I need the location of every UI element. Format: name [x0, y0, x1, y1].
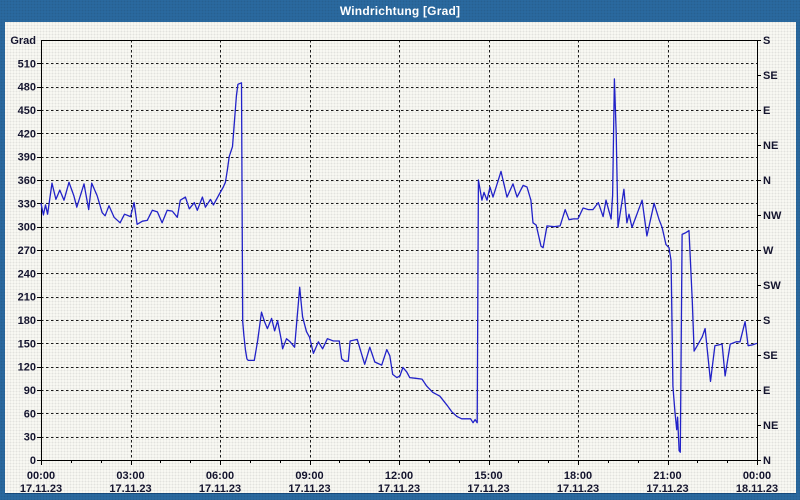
- x-time-label: 03:00: [116, 470, 144, 482]
- y-left-tick-label: 480: [18, 82, 36, 94]
- y-left-tick-label: 60: [24, 408, 36, 420]
- x-date-label: 17.11.23: [467, 483, 509, 495]
- compass-label: SE: [763, 350, 778, 362]
- y-left-tick-label: 450: [18, 105, 36, 117]
- x-time-label: 15:00: [474, 470, 502, 482]
- x-date-label: 17.11.23: [109, 483, 151, 495]
- x-date-label: 17.11.23: [20, 483, 62, 495]
- compass-label: S: [763, 315, 770, 327]
- y-left-tick-label: 510: [18, 58, 36, 70]
- y-left-tick-label: 90: [24, 385, 36, 397]
- y-axis-unit-label: Grad: [10, 35, 36, 47]
- wind-direction-line: [40, 78, 758, 453]
- y-left-tick-label: 210: [18, 292, 36, 304]
- y-left-tick-label: 0: [30, 455, 36, 467]
- compass-label: N: [763, 175, 771, 187]
- x-time-label: 00:00: [743, 470, 771, 482]
- x-time-label: 18:00: [564, 470, 592, 482]
- x-date-label: 17.11.23: [288, 483, 330, 495]
- y-left-tick-label: 420: [18, 128, 36, 140]
- y-left-tick-label: 240: [18, 268, 36, 280]
- y-left-tick-label: 180: [18, 315, 36, 327]
- y-left-tick-label: 330: [18, 198, 36, 210]
- x-time-label: 21:00: [653, 470, 681, 482]
- chart-panel: [5, 22, 796, 493]
- y-left-tick-label: 30: [24, 432, 36, 444]
- x-date-label: 17.11.23: [646, 483, 688, 495]
- x-time-label: 12:00: [385, 470, 413, 482]
- x-time-label: 09:00: [295, 470, 323, 482]
- compass-label: N: [763, 455, 771, 467]
- x-date-label: 17.11.23: [378, 483, 420, 495]
- y-left-tick-label: 390: [18, 152, 36, 164]
- y-left-tick-label: 360: [18, 175, 36, 187]
- compass-label: E: [763, 105, 770, 117]
- page-title: Windrichtung [Grad]: [339, 4, 461, 18]
- x-date-label: 17.11.23: [199, 483, 241, 495]
- y-left-tick-label: 270: [18, 245, 36, 257]
- x-date-label: 17.11.23: [557, 483, 599, 495]
- x-date-label: 18.11.23: [736, 483, 778, 495]
- x-time-label: 06:00: [206, 470, 234, 482]
- compass-label: S: [763, 35, 770, 47]
- compass-label: W: [763, 245, 774, 257]
- compass-label: SW: [763, 280, 781, 292]
- y-left-tick-label: 120: [18, 362, 36, 374]
- y-left-tick-label: 150: [18, 338, 36, 350]
- window-titlebar: Windrichtung [Grad]: [0, 0, 800, 22]
- compass-label: NE: [763, 140, 778, 152]
- y-left-tick-label: 300: [18, 222, 36, 234]
- compass-label: E: [763, 385, 770, 397]
- compass-label: SE: [763, 70, 778, 82]
- compass-label: NE: [763, 420, 778, 432]
- x-time-label: 00:00: [27, 470, 55, 482]
- compass-label: NW: [763, 210, 782, 222]
